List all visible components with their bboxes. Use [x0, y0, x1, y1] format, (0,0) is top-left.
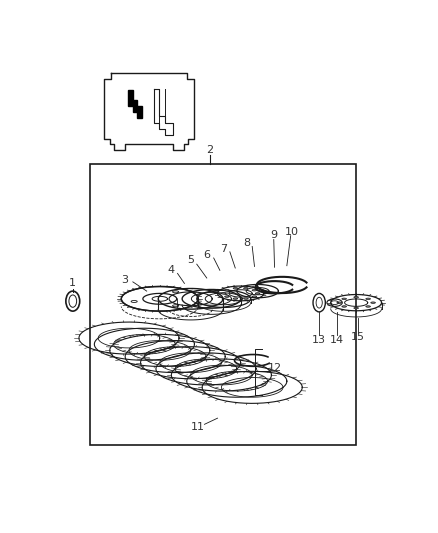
Text: 3: 3 — [122, 274, 129, 285]
Ellipse shape — [371, 302, 375, 303]
Ellipse shape — [366, 298, 371, 300]
Polygon shape — [128, 90, 142, 118]
Ellipse shape — [225, 296, 229, 297]
Ellipse shape — [354, 296, 358, 298]
Text: 6: 6 — [203, 250, 210, 260]
Text: 5: 5 — [187, 255, 194, 265]
Text: 14: 14 — [330, 335, 344, 345]
Bar — [91, 164, 356, 445]
Text: 2: 2 — [206, 145, 213, 155]
Ellipse shape — [252, 296, 257, 297]
Ellipse shape — [252, 289, 257, 291]
Ellipse shape — [221, 293, 226, 294]
Ellipse shape — [255, 293, 260, 294]
Ellipse shape — [354, 308, 358, 309]
Ellipse shape — [342, 298, 346, 300]
Ellipse shape — [225, 289, 229, 291]
Ellipse shape — [244, 298, 248, 300]
Ellipse shape — [244, 287, 248, 289]
Ellipse shape — [366, 306, 371, 307]
Ellipse shape — [233, 298, 238, 300]
Text: 11: 11 — [191, 422, 205, 432]
Ellipse shape — [342, 306, 346, 307]
Text: 4: 4 — [168, 265, 175, 276]
Text: 9: 9 — [270, 230, 277, 240]
Text: 10: 10 — [285, 227, 299, 237]
Text: 8: 8 — [243, 238, 251, 248]
Text: 7: 7 — [220, 244, 227, 254]
Ellipse shape — [233, 287, 238, 289]
Text: 12: 12 — [268, 363, 283, 373]
Text: 15: 15 — [351, 332, 365, 342]
Text: 1: 1 — [69, 278, 76, 288]
Text: 13: 13 — [312, 335, 326, 345]
Ellipse shape — [337, 302, 342, 303]
